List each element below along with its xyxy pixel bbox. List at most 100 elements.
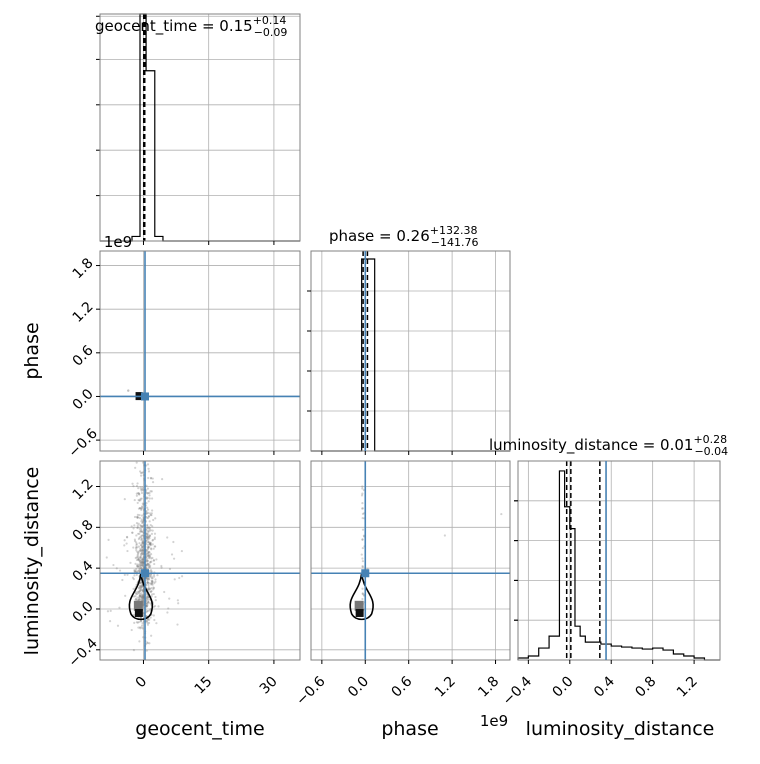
xlabel-geocent_time: geocent_time bbox=[135, 718, 264, 740]
sample-point bbox=[141, 471, 144, 474]
panel-frame-2-2 bbox=[517, 460, 721, 661]
sample-point bbox=[118, 569, 122, 572]
sample-point bbox=[146, 562, 150, 566]
sample-point bbox=[137, 565, 140, 568]
sample-point bbox=[146, 559, 149, 563]
sample-point bbox=[150, 582, 153, 585]
sample-point bbox=[139, 524, 143, 528]
sample-point bbox=[137, 545, 141, 548]
sample-point bbox=[152, 592, 155, 596]
tick-label-y-phase-3: 1.2 bbox=[70, 299, 97, 326]
sample-point bbox=[124, 594, 127, 597]
sample-point bbox=[146, 604, 149, 607]
sample-point bbox=[180, 549, 183, 553]
sample-point bbox=[361, 597, 364, 601]
sample-point bbox=[142, 516, 145, 519]
sample-point bbox=[145, 528, 148, 531]
sample-point bbox=[148, 541, 151, 544]
sample-point bbox=[151, 509, 154, 512]
density-contour-ld-geocent-fill-a bbox=[133, 600, 143, 611]
sample-point bbox=[133, 574, 136, 577]
sample-point bbox=[142, 503, 145, 506]
sample-point bbox=[361, 565, 364, 569]
sample-point bbox=[138, 640, 141, 643]
title-geocent_time: geocent_time = 0.15+0.14 bbox=[95, 14, 286, 36]
sample-point bbox=[132, 485, 135, 488]
sample-point bbox=[148, 609, 151, 612]
sample-point bbox=[141, 506, 144, 509]
sample-point bbox=[147, 586, 150, 589]
sample-point bbox=[138, 586, 141, 589]
sample-point bbox=[360, 494, 364, 497]
sample-point bbox=[361, 492, 364, 495]
sample-point bbox=[361, 560, 365, 563]
sample-point bbox=[139, 486, 142, 489]
sample-point bbox=[141, 598, 144, 602]
sample-point bbox=[146, 577, 149, 581]
sample-point bbox=[135, 534, 138, 537]
sample-point bbox=[133, 595, 136, 598]
sample-point bbox=[142, 471, 145, 474]
sample-point bbox=[147, 584, 150, 587]
sample-point bbox=[140, 595, 143, 598]
sample-point bbox=[140, 566, 143, 570]
sample-point bbox=[148, 494, 151, 497]
sample-point bbox=[150, 583, 153, 586]
sample-point bbox=[136, 516, 139, 519]
tick-label-y-luminosity_distance-1: 0.0 bbox=[70, 599, 97, 626]
sample-point bbox=[142, 558, 145, 562]
sample-point bbox=[141, 596, 144, 599]
sample-point bbox=[147, 577, 151, 580]
sample-point bbox=[147, 552, 150, 555]
sample-point bbox=[152, 573, 156, 577]
sample-point bbox=[140, 538, 143, 541]
sample-point bbox=[141, 557, 145, 560]
sample-point bbox=[142, 556, 145, 559]
sample-point bbox=[139, 567, 143, 570]
tick-label-x-luminosity_distance-0: −0.4 bbox=[500, 673, 535, 708]
sample-point bbox=[141, 548, 144, 551]
sample-point bbox=[147, 535, 150, 538]
sample-point bbox=[147, 566, 151, 569]
sample-point bbox=[140, 520, 143, 523]
sample-point bbox=[146, 496, 149, 499]
sample-point bbox=[176, 599, 179, 602]
sample-point bbox=[141, 545, 144, 549]
sample-point bbox=[138, 598, 141, 601]
sample-point bbox=[137, 487, 140, 490]
sample-point bbox=[146, 487, 150, 490]
sample-point bbox=[152, 605, 155, 608]
sample-point bbox=[142, 543, 145, 546]
sample-point bbox=[139, 581, 142, 584]
sample-point bbox=[145, 596, 148, 599]
sample-point bbox=[136, 565, 139, 568]
sample-point bbox=[168, 567, 172, 571]
sample-point bbox=[150, 532, 154, 535]
sample-point bbox=[161, 478, 164, 481]
sample-point bbox=[138, 493, 141, 496]
sample-point bbox=[148, 529, 151, 533]
sample-point bbox=[139, 564, 142, 568]
sample-point bbox=[139, 558, 142, 562]
sample-point bbox=[146, 526, 150, 529]
sample-point bbox=[139, 498, 142, 502]
sample-point bbox=[136, 621, 139, 624]
sample-point bbox=[135, 484, 139, 488]
sample-point bbox=[116, 624, 120, 627]
sample-point bbox=[140, 561, 143, 564]
sample-point bbox=[141, 561, 145, 564]
tick-label-x-luminosity_distance-2: 0.4 bbox=[591, 673, 618, 700]
sample-point bbox=[141, 597, 144, 600]
sample-point bbox=[155, 558, 158, 561]
sample-point bbox=[135, 593, 138, 596]
sample-point bbox=[149, 602, 152, 605]
sample-point bbox=[155, 622, 158, 625]
sample-point bbox=[137, 522, 140, 525]
sample-point bbox=[141, 541, 144, 544]
sample-point bbox=[140, 527, 143, 531]
sample-point bbox=[138, 590, 141, 593]
sample-point bbox=[146, 596, 149, 599]
sample-point bbox=[146, 564, 150, 567]
